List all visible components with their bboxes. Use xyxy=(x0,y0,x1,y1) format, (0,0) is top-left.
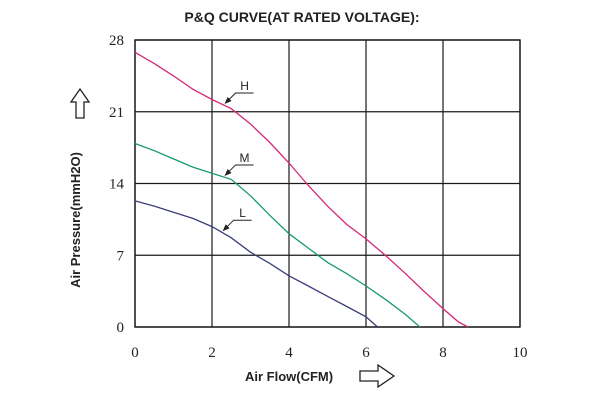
x-tick-label: 4 xyxy=(285,345,293,361)
series-label-arrowhead-h xyxy=(224,96,232,104)
right-arrow-icon xyxy=(359,363,396,389)
y-tick-label: 7 xyxy=(117,248,125,264)
series-label-arrowhead-l xyxy=(222,224,230,232)
series-label-arrowhead-m xyxy=(224,168,232,176)
series-line-h xyxy=(134,51,469,328)
series-label-h: H xyxy=(240,79,249,93)
y-tick-label: 0 xyxy=(117,320,125,336)
x-tick-label: 6 xyxy=(362,345,370,361)
y-tick-label: 28 xyxy=(109,33,124,49)
chart-title: P&Q CURVE(AT RATED VOLTAGE): xyxy=(184,9,419,25)
x-tick-label: 10 xyxy=(513,345,528,361)
plot-frame xyxy=(134,39,521,328)
x-tick-label: 8 xyxy=(439,345,447,361)
x-tick-label: 0 xyxy=(131,345,139,361)
y-axis-title: Air Pressure(mmH2O) xyxy=(68,152,83,288)
grid xyxy=(134,39,521,328)
y-tick-label: 21 xyxy=(109,105,124,121)
series-line-l xyxy=(134,200,379,328)
series-label-l: L xyxy=(239,206,246,220)
series-label-m: M xyxy=(240,151,250,165)
series-lines: H M L xyxy=(134,51,469,328)
x-tick-label: 2 xyxy=(208,345,216,361)
tick-labels: 0 2 4 6 8 10 0 7 14 21 28 xyxy=(109,33,528,361)
series-line-m xyxy=(134,142,421,328)
up-arrow-icon xyxy=(69,87,91,119)
x-axis-title: Air Flow(CFM) xyxy=(245,369,333,384)
y-tick-label: 14 xyxy=(109,177,125,193)
